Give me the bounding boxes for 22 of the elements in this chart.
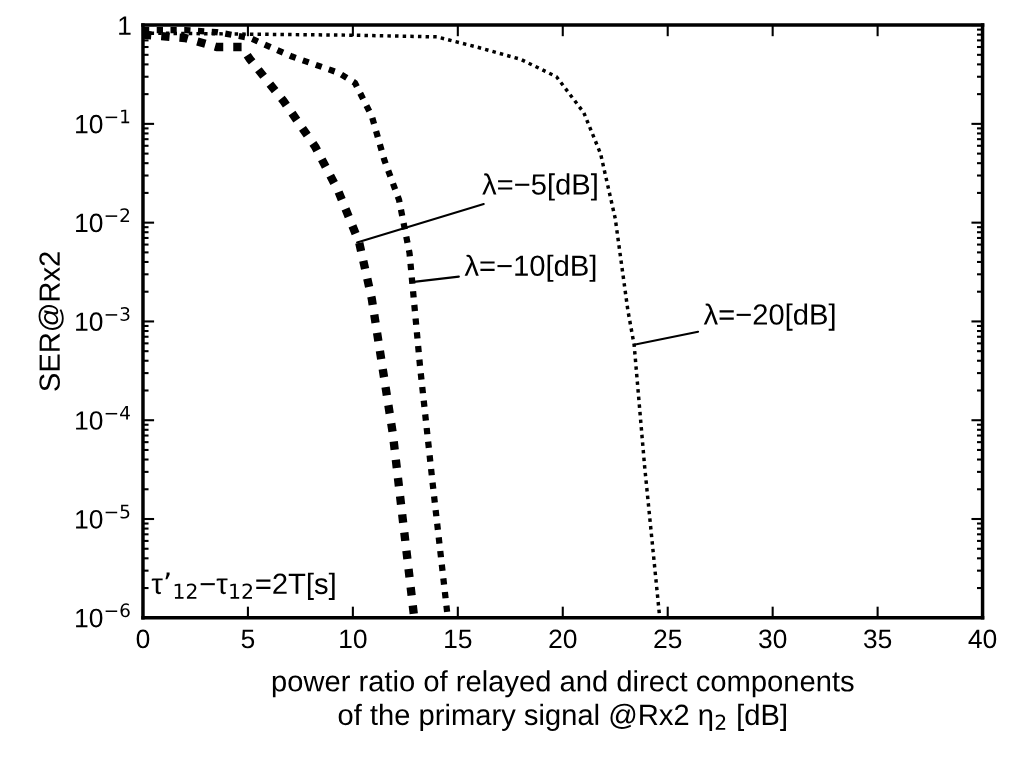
y-tick-label: 10$^{−1}$: [76, 109, 130, 134]
y-tick-label: 10$^{−3}$: [76, 306, 130, 332]
y-tick-label: 10$^{−5}$: [76, 504, 130, 529]
x-tick-label: 0: [136, 629, 150, 649]
annotation: λ=−10[dB]: [464, 254, 596, 282]
x-tick-label: 35: [863, 629, 892, 649]
y-axis-title: SER@Rx2: [38, 252, 64, 391]
y-tick-label: 1: [119, 16, 131, 35]
annotation: τ’$_{12}$−τ$_{12}$=2T[s]: [151, 572, 335, 600]
annotation: λ=−20[dB]: [703, 303, 835, 331]
x-tick-label: 25: [654, 629, 682, 649]
x-tick-label: 40: [968, 629, 997, 649]
x-tick-label: 10: [340, 629, 367, 649]
x-tick-label: 30: [759, 629, 787, 649]
annotation: λ=−5[dB]: [482, 173, 597, 201]
y-tick-label: 10$^{−6}$: [76, 603, 130, 628]
y-tick-label: 10$^{−4}$: [76, 406, 130, 430]
x-tick-label: 5: [241, 629, 255, 649]
x-tick-label: 15: [445, 629, 472, 649]
x-tick-label: 20: [549, 629, 577, 649]
y-tick-label: 10$^{−2}$: [76, 208, 130, 233]
x-axis-title: power ratio of relayed and direct components of the primary signal @Rx2 η$_{2}$ [dB]: [272, 670, 854, 731]
